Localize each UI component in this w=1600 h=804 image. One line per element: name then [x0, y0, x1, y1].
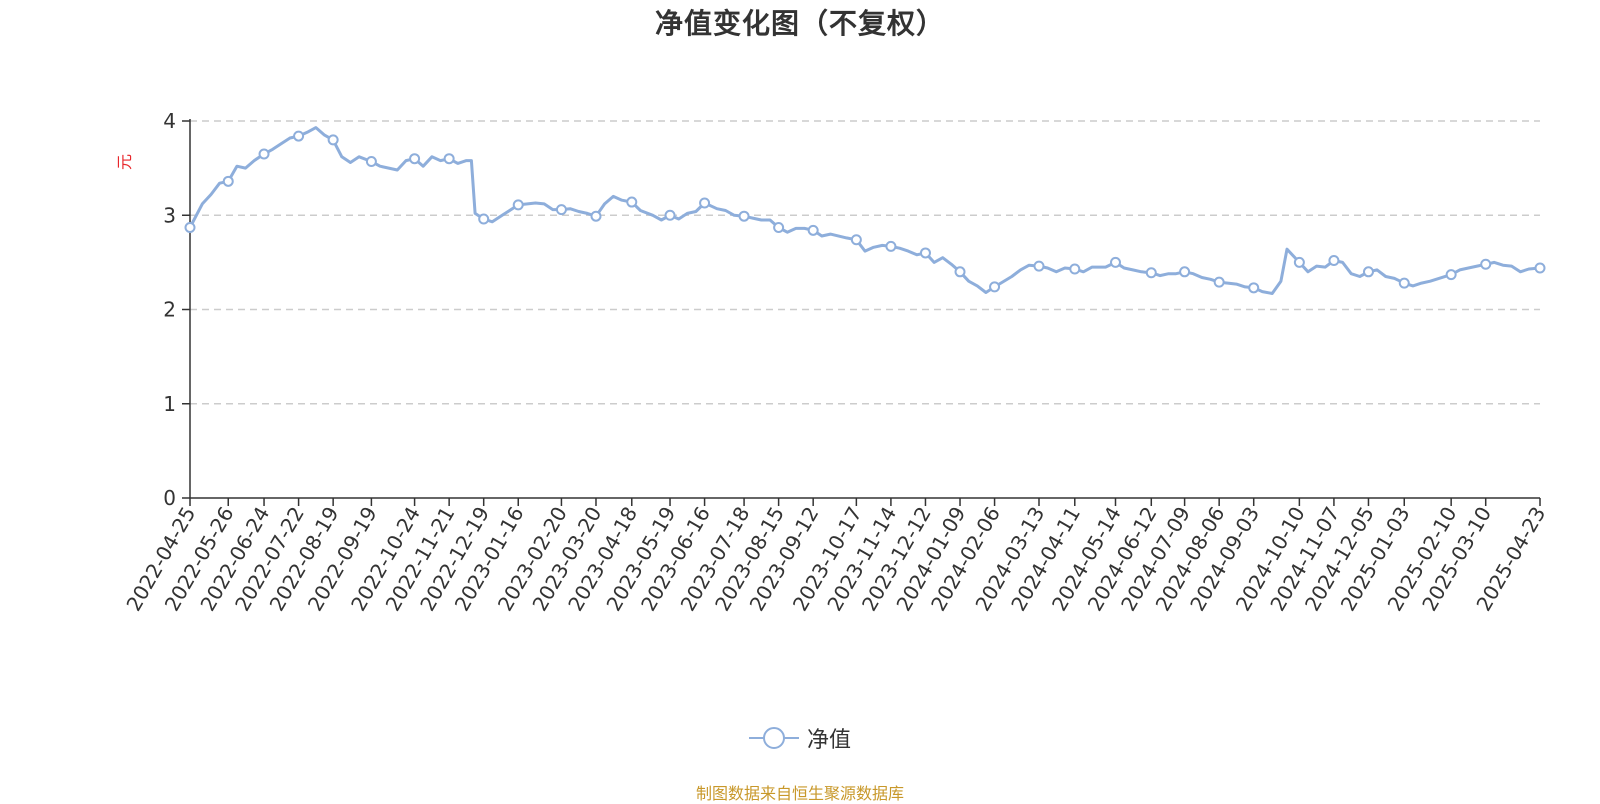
- data-point: [885, 240, 897, 252]
- y-tick-label: 3: [163, 203, 176, 227]
- grid-layer: [190, 120, 1540, 405]
- data-point: [626, 196, 638, 208]
- data-point: [738, 210, 750, 222]
- y-tick-layer: 0 1 2 3 4: [163, 109, 176, 510]
- data-point: [555, 204, 567, 216]
- data-point: [1033, 260, 1045, 272]
- data-point: [989, 281, 1001, 293]
- legend-item[interactable]: 净值: [748, 722, 851, 754]
- data-point: [443, 153, 455, 165]
- y-tick-label: 1: [163, 392, 176, 416]
- legend-label: 净值: [806, 728, 851, 753]
- data-point: [1293, 256, 1305, 268]
- data-point: [807, 224, 819, 236]
- y-tick-label: 2: [163, 298, 176, 322]
- data-point: [1145, 267, 1157, 279]
- data-point: [1248, 282, 1260, 294]
- data-point: [954, 266, 966, 278]
- data-point: [919, 247, 931, 259]
- x-tick-layer: 2022-04-252022-05-262022-06-242022-07-22…: [121, 502, 1550, 615]
- data-point: [1179, 266, 1191, 278]
- data-point: [1213, 276, 1225, 288]
- series-line: [188, 126, 1542, 295]
- data-point: [1398, 277, 1410, 289]
- data-point: [1362, 266, 1374, 278]
- data-point: [699, 197, 711, 209]
- series-layer: [184, 126, 1546, 295]
- data-point: [1069, 263, 1081, 275]
- data-point: [1110, 256, 1122, 268]
- legend-line-icon: [748, 727, 799, 749]
- y-tick-label: 4: [163, 109, 176, 133]
- chart-title: 净值变化图（不复权）: [654, 7, 945, 40]
- data-point: [327, 134, 339, 146]
- data-point: [409, 153, 421, 165]
- data-point: [258, 148, 270, 160]
- axes-layer: [182, 119, 1541, 506]
- data-point: [293, 130, 305, 142]
- data-point: [664, 209, 676, 221]
- data-point: [1480, 258, 1492, 270]
- data-point: [478, 213, 490, 225]
- legend: 净值: [0, 722, 1600, 754]
- data-point: [222, 175, 234, 187]
- data-point: [590, 210, 602, 222]
- data-point: [184, 222, 196, 234]
- data-point: [773, 222, 785, 234]
- data-point: [512, 199, 524, 211]
- source-note: 制图数据来自恒生聚源数据库: [695, 784, 904, 803]
- data-point: [1534, 262, 1546, 274]
- data-point: [1445, 269, 1457, 281]
- data-point: [850, 234, 862, 246]
- data-point: [1328, 254, 1340, 266]
- y-tick-label: 0: [163, 486, 176, 510]
- y-axis-unit: 元: [115, 154, 134, 170]
- data-point: [365, 156, 377, 168]
